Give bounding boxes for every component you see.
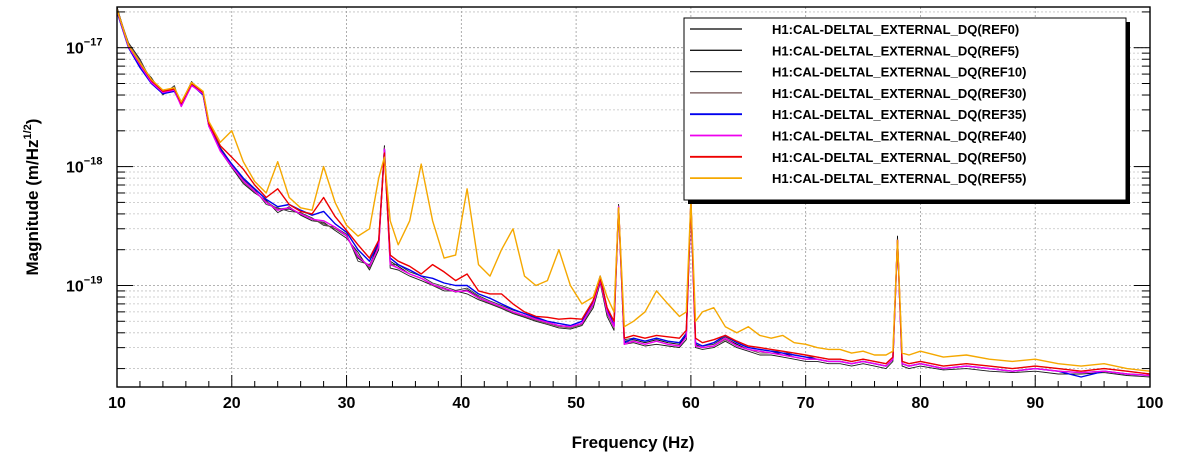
y-tick-base: 10 bbox=[66, 160, 84, 177]
y-tick-base: 10 bbox=[66, 41, 84, 58]
x-tick-label: 70 bbox=[797, 395, 815, 412]
y-tick-base: 10 bbox=[66, 278, 84, 295]
x-tick-label: 50 bbox=[567, 395, 585, 412]
y-tick-exponent: −18 bbox=[84, 156, 103, 168]
x-tick-label: 60 bbox=[682, 395, 700, 412]
series-line bbox=[117, 10, 1150, 377]
y-axis-title: Magnitude (m/Hz1/2) bbox=[22, 119, 42, 276]
y-tick-label: 10−19 bbox=[66, 274, 102, 295]
series-line bbox=[117, 9, 1150, 375]
legend-label: H1:CAL-DELTAL_EXTERNAL_DQ(REF10) bbox=[772, 65, 1026, 80]
x-tick-label: 20 bbox=[223, 395, 241, 412]
plot-frame bbox=[116, 6, 1151, 388]
legend-label: H1:CAL-DELTAL_EXTERNAL_DQ(REF5) bbox=[772, 43, 1019, 58]
x-tick-label: 10 bbox=[108, 395, 126, 412]
legend: H1:CAL-DELTAL_EXTERNAL_DQ(REF0) H1:CAL-DE… bbox=[683, 17, 1130, 204]
y-axis-title-sup: 1/2 bbox=[22, 124, 34, 139]
series-line bbox=[117, 9, 1150, 378]
y-tick-exponent: −19 bbox=[84, 274, 103, 286]
x-tick-label: 100 bbox=[1137, 395, 1164, 412]
x-axis-title: Frequency (Hz) bbox=[572, 433, 695, 452]
series-group bbox=[117, 7, 1150, 378]
legend-shadow-right bbox=[1126, 22, 1130, 204]
legend-label: H1:CAL-DELTAL_EXTERNAL_DQ(REF30) bbox=[772, 86, 1026, 101]
x-tick-label: 30 bbox=[338, 395, 356, 412]
legend-label: H1:CAL-DELTAL_EXTERNAL_DQ(REF40) bbox=[772, 129, 1026, 144]
legend-entries: H1:CAL-DELTAL_EXTERNAL_DQ(REF0) H1:CAL-DE… bbox=[690, 22, 1026, 186]
legend-label: H1:CAL-DELTAL_EXTERNAL_DQ(REF50) bbox=[772, 150, 1026, 165]
y-axis-title-close: ) bbox=[23, 119, 42, 125]
legend-label: H1:CAL-DELTAL_EXTERNAL_DQ(REF0) bbox=[772, 22, 1019, 37]
x-tick-label: 40 bbox=[452, 395, 470, 412]
x-tick-label: 90 bbox=[1026, 395, 1044, 412]
y-tick-label: 10−17 bbox=[66, 37, 102, 58]
legend-label: H1:CAL-DELTAL_EXTERNAL_DQ(REF35) bbox=[772, 107, 1026, 122]
legend-shadow-bottom bbox=[688, 200, 1130, 204]
y-axis-title-main: Magnitude (m/Hz bbox=[23, 139, 42, 275]
series-line bbox=[117, 9, 1150, 372]
legend-label: H1:CAL-DELTAL_EXTERNAL_DQ(REF55) bbox=[772, 171, 1026, 186]
x-tick-label: 80 bbox=[912, 395, 930, 412]
y-tick-exponent: −17 bbox=[84, 37, 103, 49]
y-tick-label: 10−18 bbox=[66, 156, 102, 177]
axis-ticks bbox=[116, 11, 1151, 387]
